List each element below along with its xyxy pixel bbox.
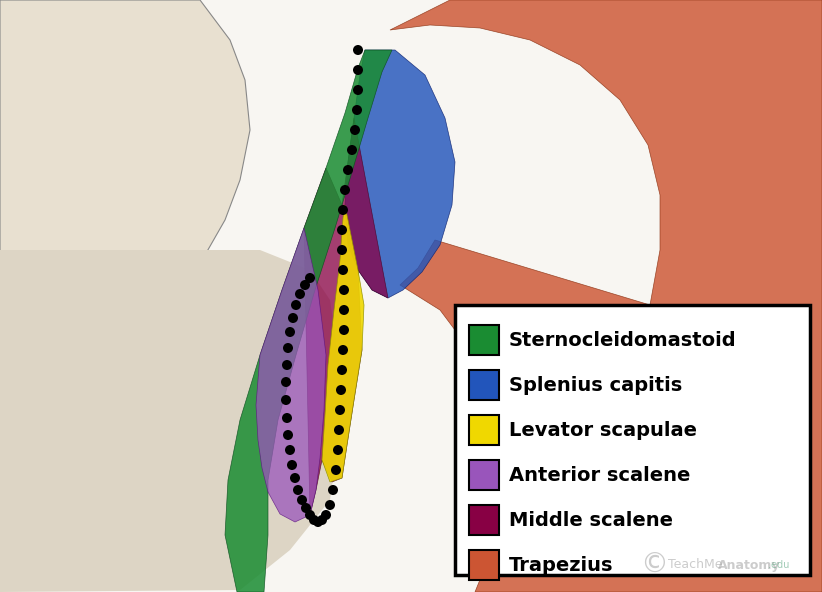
- Polygon shape: [304, 118, 388, 515]
- Text: Levator scapulae: Levator scapulae: [509, 421, 697, 440]
- Circle shape: [339, 305, 349, 315]
- Circle shape: [337, 245, 347, 255]
- FancyBboxPatch shape: [469, 369, 499, 400]
- Circle shape: [295, 289, 305, 299]
- Circle shape: [281, 377, 291, 387]
- FancyBboxPatch shape: [469, 414, 499, 445]
- Circle shape: [281, 395, 291, 405]
- Circle shape: [339, 285, 349, 295]
- Text: Middle scalene: Middle scalene: [509, 511, 673, 530]
- Circle shape: [301, 503, 311, 513]
- Circle shape: [338, 205, 348, 215]
- FancyBboxPatch shape: [469, 549, 499, 580]
- Circle shape: [328, 485, 338, 495]
- Circle shape: [338, 345, 348, 355]
- Circle shape: [293, 485, 303, 495]
- Polygon shape: [225, 50, 392, 592]
- Text: ©: ©: [640, 551, 667, 579]
- Polygon shape: [390, 0, 822, 592]
- Circle shape: [338, 265, 348, 275]
- Circle shape: [290, 473, 300, 483]
- Polygon shape: [256, 228, 326, 522]
- Circle shape: [343, 165, 353, 175]
- Text: TeachMe: TeachMe: [668, 558, 723, 571]
- Circle shape: [347, 145, 357, 155]
- Circle shape: [340, 185, 350, 195]
- Circle shape: [282, 413, 292, 423]
- Circle shape: [353, 65, 363, 75]
- FancyBboxPatch shape: [469, 459, 499, 490]
- Circle shape: [309, 515, 319, 525]
- Text: .edu: .edu: [768, 560, 789, 570]
- Circle shape: [331, 465, 341, 475]
- Circle shape: [321, 510, 331, 520]
- Circle shape: [350, 125, 360, 135]
- Circle shape: [287, 460, 297, 470]
- Circle shape: [317, 515, 327, 525]
- Circle shape: [352, 105, 362, 115]
- FancyBboxPatch shape: [469, 324, 499, 355]
- Polygon shape: [322, 205, 364, 482]
- Circle shape: [336, 385, 346, 395]
- Circle shape: [334, 425, 344, 435]
- Circle shape: [337, 365, 347, 375]
- Circle shape: [335, 405, 345, 415]
- Circle shape: [297, 495, 307, 505]
- FancyBboxPatch shape: [455, 305, 810, 575]
- Circle shape: [353, 85, 363, 95]
- Polygon shape: [345, 50, 455, 298]
- Text: Trapezius: Trapezius: [509, 556, 613, 575]
- Polygon shape: [0, 0, 250, 310]
- Circle shape: [313, 517, 323, 527]
- Circle shape: [305, 273, 315, 283]
- FancyBboxPatch shape: [469, 504, 499, 535]
- Circle shape: [337, 225, 347, 235]
- Circle shape: [283, 430, 293, 440]
- Circle shape: [282, 360, 292, 370]
- Circle shape: [353, 45, 363, 55]
- Circle shape: [285, 445, 295, 455]
- Circle shape: [283, 343, 293, 353]
- Circle shape: [339, 325, 349, 335]
- Circle shape: [285, 327, 295, 337]
- Polygon shape: [0, 250, 340, 592]
- Text: Splenius capitis: Splenius capitis: [509, 376, 682, 395]
- Circle shape: [291, 300, 301, 310]
- Circle shape: [325, 500, 335, 510]
- Text: Anterior scalene: Anterior scalene: [509, 466, 690, 485]
- Circle shape: [305, 510, 315, 520]
- Text: Sternocleidomastoid: Sternocleidomastoid: [509, 331, 737, 350]
- Text: Anatomy: Anatomy: [718, 558, 781, 571]
- Circle shape: [300, 280, 310, 290]
- Circle shape: [333, 445, 343, 455]
- Circle shape: [288, 313, 298, 323]
